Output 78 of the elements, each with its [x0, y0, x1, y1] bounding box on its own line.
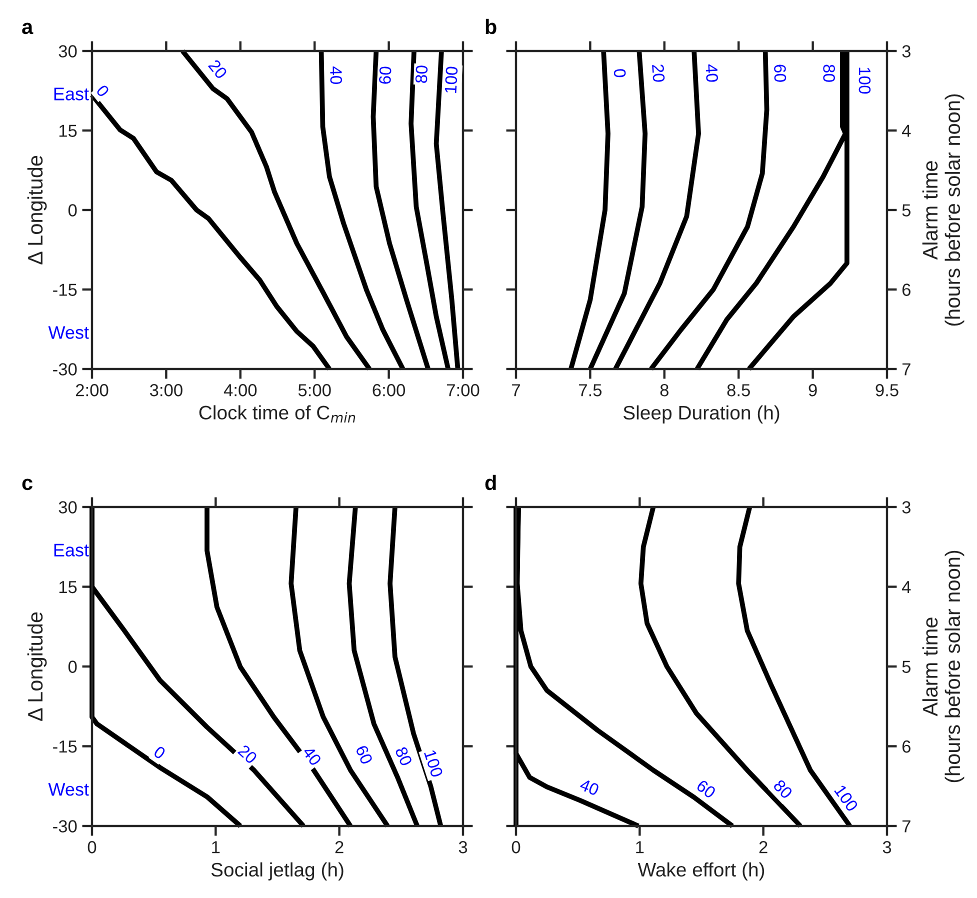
x-tick-label: 1 — [212, 841, 220, 854]
annotation: 60 — [355, 744, 374, 765]
y-tick-label: 0 — [68, 660, 77, 673]
x-tick-label: 8 — [660, 384, 668, 396]
y-tick-label: 4 — [902, 581, 911, 594]
x-tick-label: 7.5 — [579, 384, 602, 396]
annotation: 40 — [705, 64, 718, 82]
annotation: 40 — [330, 66, 342, 84]
x-tick-label: 7:00 — [446, 384, 480, 396]
y-tick-label: 6 — [902, 284, 910, 296]
x-tick-label: 0 — [512, 841, 520, 854]
y-tick-label: 5 — [902, 204, 911, 216]
y-tick-label: 30 — [58, 45, 77, 58]
x-axis-title: Wake effort (h) — [638, 862, 764, 880]
annotation: 0 — [614, 68, 626, 78]
x-tick-label: 3 — [458, 841, 468, 854]
chart-title: c — [22, 478, 32, 490]
y-tick-label: 4 — [902, 124, 911, 137]
annotation: 80 — [394, 746, 413, 767]
annotation: 80 — [823, 64, 835, 82]
annotation: 100 — [424, 750, 444, 778]
x-tick-label: 3 — [882, 841, 892, 854]
y-tick-label: -15 — [53, 284, 77, 296]
annotation: 40 — [579, 778, 600, 796]
y-tick-label: 7 — [902, 820, 910, 832]
y-tick-label: -30 — [53, 363, 77, 376]
y-tick-label: -15 — [53, 740, 77, 753]
x-tick-label: 8.5 — [727, 384, 750, 396]
y-tick-label: 3 — [902, 501, 910, 514]
x-tick-label: 1 — [636, 841, 644, 854]
x-tick-label: 2 — [335, 841, 344, 854]
annotation: 80 — [415, 65, 428, 84]
x-tick-label: 2:00 — [76, 384, 108, 396]
x-tick-label: 9.5 — [876, 384, 898, 396]
x-tick-label: 5:00 — [298, 384, 331, 396]
x-axis-title: Clock time of C$_{min}$ — [199, 405, 356, 422]
annotation: 20 — [208, 58, 228, 80]
annotation: 100 — [858, 68, 871, 94]
y-tick-label: 6 — [902, 740, 910, 753]
y-axis-title: Alarm time (hours before solar noon) — [922, 94, 964, 326]
x-tick-label: 3:00 — [150, 384, 182, 396]
chart-title: a — [22, 22, 34, 34]
x-tick-label: 7 — [512, 384, 520, 396]
y-axis-title: Alarm time (hours before solar noon) — [922, 550, 964, 782]
x-tick-label: 6:00 — [372, 384, 406, 396]
text: East — [54, 544, 89, 557]
chart-title: d — [485, 474, 496, 490]
text: East — [54, 88, 89, 100]
x-tick-label: 9 — [808, 384, 817, 396]
y-tick-label: 15 — [59, 124, 77, 137]
text: West — [48, 783, 89, 796]
annotation: 100 — [834, 784, 859, 812]
y-tick-label: 30 — [58, 501, 77, 514]
y-tick-label: 7 — [902, 363, 910, 376]
x-tick-label: 4:00 — [224, 384, 257, 396]
annotation: 80 — [772, 778, 794, 800]
text: West — [48, 326, 89, 339]
y-axis-title: Δ Longitude — [27, 156, 47, 264]
y-tick-label: 15 — [59, 581, 77, 594]
y-tick-label: -30 — [53, 820, 77, 832]
annotation: 60 — [774, 64, 786, 82]
chart-title: b — [486, 18, 496, 34]
x-axis-title: Social jetlag (h) — [211, 862, 344, 880]
annotation: 0 — [96, 84, 110, 98]
annotation: 0 — [152, 745, 166, 760]
y-axis-title: Δ Longitude — [27, 612, 47, 721]
annotation: 60 — [378, 66, 392, 84]
annotation: 100 — [444, 66, 458, 94]
annotation: 20 — [652, 64, 665, 82]
y-tick-label: 5 — [902, 660, 911, 673]
annotation: 20 — [237, 744, 258, 764]
x-axis-title: Sleep Duration (h) — [623, 405, 780, 424]
y-tick-label: 3 — [902, 45, 910, 58]
x-tick-label: 2 — [759, 841, 768, 854]
y-tick-label: 0 — [68, 204, 77, 216]
annotation: 60 — [696, 779, 716, 799]
annotation: 40 — [302, 745, 322, 766]
x-tick-label: 0 — [88, 841, 96, 854]
